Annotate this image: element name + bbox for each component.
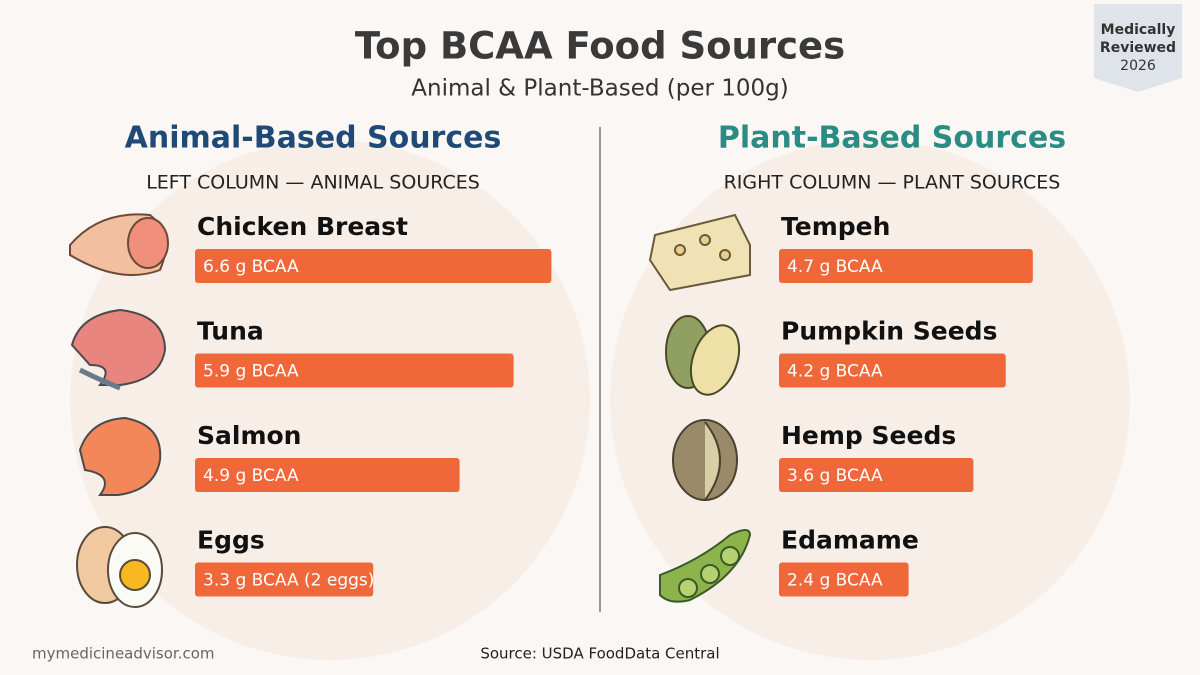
icon-chicken bbox=[69, 213, 169, 276]
value-label: 4.7 g BCAA bbox=[787, 257, 883, 277]
badge bbox=[1094, 4, 1182, 92]
badge-text: Medically bbox=[1101, 22, 1176, 38]
icon-salmon bbox=[78, 416, 162, 496]
bar bbox=[779, 458, 974, 492]
panel-title: Animal-Based Sources bbox=[125, 121, 502, 156]
bar bbox=[779, 562, 909, 597]
badge-text: Reviewed bbox=[1100, 40, 1176, 56]
site: mymedicineadvisor.com bbox=[32, 645, 215, 663]
category-label: Chicken Breast bbox=[197, 212, 408, 241]
category-label: Edamame bbox=[781, 526, 919, 555]
value-label: 3.3 g BCAA (2 eggs) bbox=[203, 571, 374, 591]
title: Top BCAA Food Sources bbox=[355, 25, 845, 68]
panel-title: Plant-Based Sources bbox=[718, 121, 1066, 156]
badge-text: 2026 bbox=[1120, 58, 1156, 74]
bar bbox=[195, 458, 460, 492]
icon-eggs bbox=[76, 526, 163, 608]
category-label: Hemp Seeds bbox=[781, 421, 956, 450]
panel-subtitle: LEFT COLUMN — ANIMAL SOURCES bbox=[146, 172, 480, 194]
bar bbox=[195, 249, 552, 283]
value-label: 4.9 g BCAA bbox=[203, 466, 299, 486]
bar bbox=[779, 249, 1033, 283]
value-label: 4.2 g BCAA bbox=[787, 362, 883, 382]
panel-subtitle: RIGHT COLUMN — PLANT SOURCES bbox=[724, 172, 1061, 194]
category-label: Tempeh bbox=[781, 212, 890, 241]
value-label: 6.6 g BCAA bbox=[203, 257, 299, 277]
icon-tuna bbox=[70, 308, 167, 391]
category-label: Pumpkin Seeds bbox=[781, 317, 997, 346]
category-label: Tuna bbox=[197, 317, 264, 346]
bar bbox=[195, 353, 514, 388]
bar bbox=[195, 562, 374, 597]
icon-hemp-seeds bbox=[672, 419, 738, 501]
source: Source: USDA FoodData Central bbox=[480, 645, 719, 663]
category-label: Eggs bbox=[197, 526, 265, 555]
icon-edamame bbox=[659, 529, 752, 603]
subtitle: Animal & Plant-Based (per 100g) bbox=[411, 76, 788, 102]
bar bbox=[779, 353, 1006, 388]
icon-pumpkin-seeds bbox=[665, 315, 741, 396]
value-label: 5.9 g BCAA bbox=[203, 362, 299, 382]
value-label: 2.4 g BCAA bbox=[787, 571, 883, 591]
category-label: Salmon bbox=[197, 421, 301, 450]
value-label: 3.6 g BCAA bbox=[787, 466, 883, 486]
icon-tempeh bbox=[648, 213, 751, 292]
